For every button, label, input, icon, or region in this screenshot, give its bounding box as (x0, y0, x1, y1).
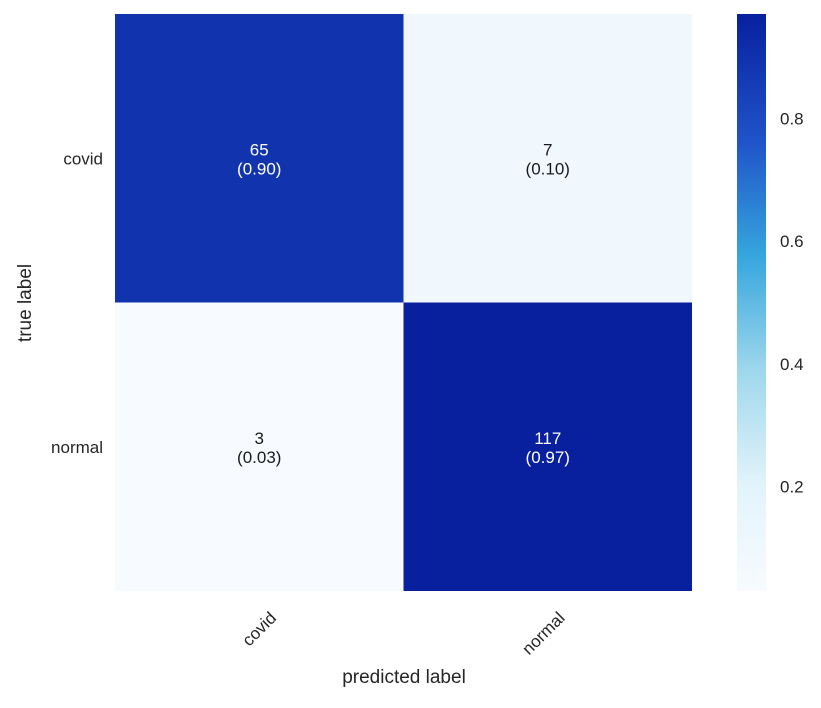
colorbar-ticks: 0.2 0.4 0.6 0.8 (780, 109, 804, 496)
colorbar-tick-label: 0.4 (780, 355, 804, 374)
x-tick-labels: covid normal (239, 608, 569, 658)
cell-fraction-label: (0.97) (526, 448, 570, 467)
cell-count-label: 7 (543, 140, 552, 159)
x-axis-label: predicted label (342, 667, 466, 688)
heatmap-cell-normal-covid (115, 302, 404, 591)
y-axis-label: true label (15, 264, 36, 342)
heatmap-cells (115, 14, 692, 591)
cell-count-label: 65 (250, 140, 269, 159)
colorbar: 0.2 0.4 0.6 0.8 (737, 14, 804, 591)
colorbar-gradient (737, 14, 766, 591)
y-tick-labels: covid normal (51, 149, 103, 457)
cell-fraction-label: (0.90) (237, 159, 281, 178)
cell-fraction-label: (0.10) (526, 159, 570, 178)
cell-fraction-label: (0.03) (237, 448, 281, 467)
y-tick-label: covid (63, 149, 103, 168)
x-tick-label: covid (239, 608, 280, 649)
cell-count-label: 117 (534, 429, 561, 448)
heatmap-cell-normal-normal (403, 302, 692, 591)
y-tick-label: normal (51, 438, 103, 457)
x-tick-label: normal (518, 608, 568, 658)
cell-annotations: 65(0.90) 7(0.10) 3(0.03) 117(0.97) (237, 140, 570, 467)
colorbar-tick-label: 0.2 (780, 478, 804, 497)
colorbar-tick-label: 0.6 (780, 232, 804, 251)
heatmap-cell-covid-normal (403, 14, 692, 303)
heatmap-cell-covid-covid (115, 14, 404, 303)
cell-count-label: 3 (255, 429, 264, 448)
colorbar-tick-label: 0.8 (780, 109, 804, 128)
